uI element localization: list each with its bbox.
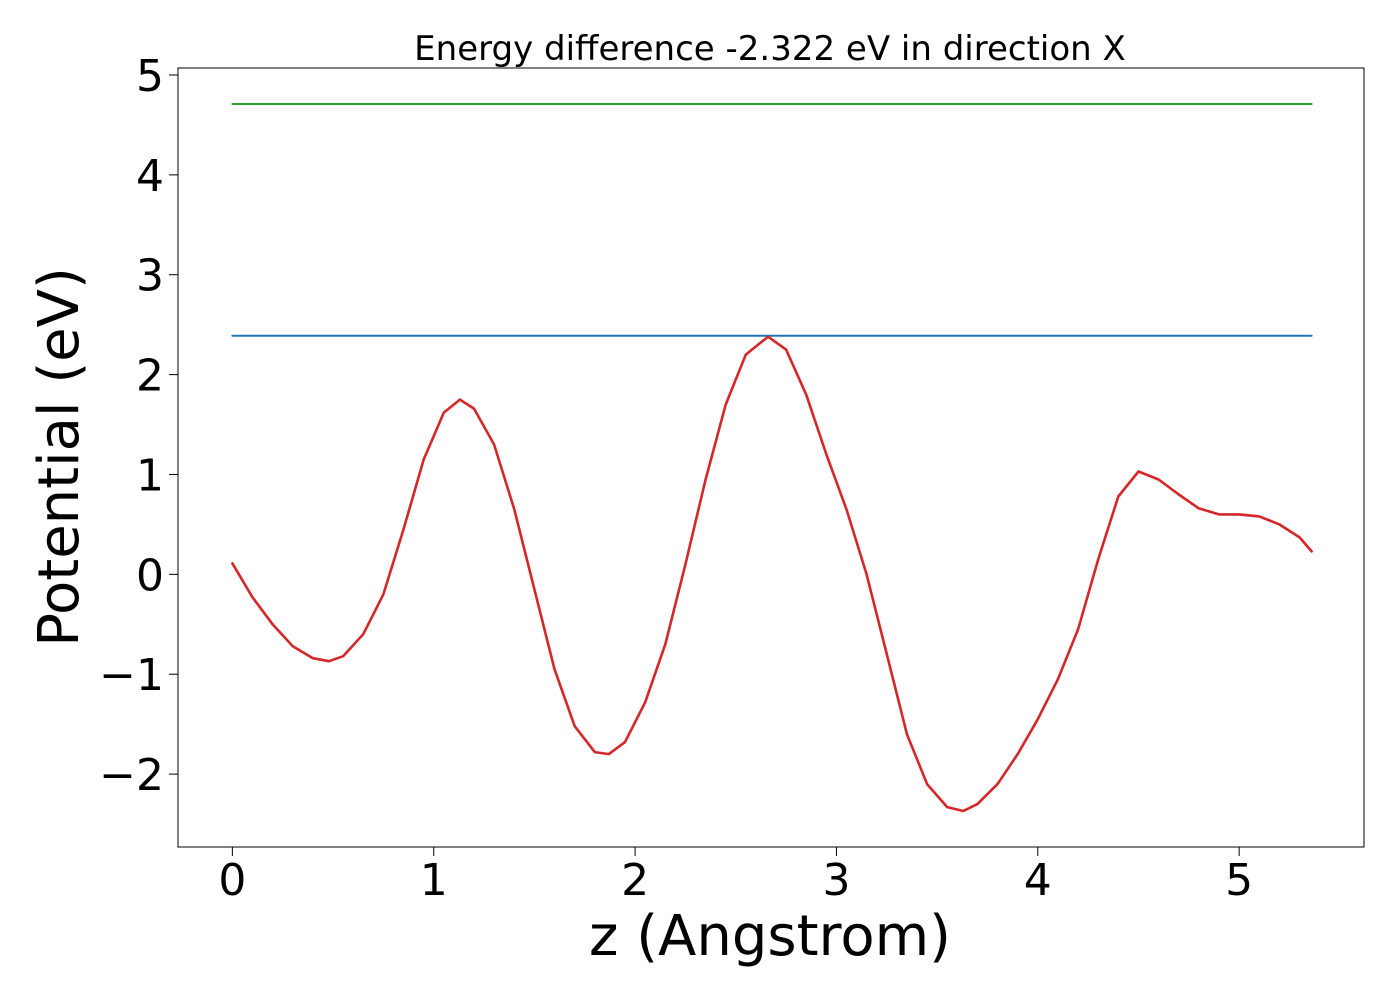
y-tick-label-1: −1 [99,650,164,701]
y-tick-label-7: 5 [136,51,164,102]
series-layer [231,103,1313,813]
x-tick-label-4: 4 [1024,855,1052,906]
y-tick-label-3: 1 [136,450,164,501]
y-axis-label: Potential (eV) [27,267,92,647]
chart-title: Energy difference -2.322 eV in direction… [414,29,1126,69]
plot-frame [177,67,1365,848]
y-tick-label-4: 2 [136,351,164,402]
axes-layer: 0 1 2 3 4 5 −2 −1 0 1 2 3 4 5 [99,51,1365,906]
y-tick-label-5: 3 [136,251,164,302]
y-tick-label-6: 4 [136,151,164,202]
x-tick-label-0: 0 [218,855,246,906]
x-tick-label-2: 2 [621,855,649,906]
x-tick-label-1: 1 [420,855,448,906]
y-tick-label-2: 0 [136,550,164,601]
series-line-2 [231,335,1313,813]
x-tick-label-5: 5 [1225,855,1253,906]
x-tick-label-3: 3 [822,855,850,906]
y-tick-label-0: −2 [99,750,164,801]
x-axis-label: z (Angstrom) [589,904,951,969]
